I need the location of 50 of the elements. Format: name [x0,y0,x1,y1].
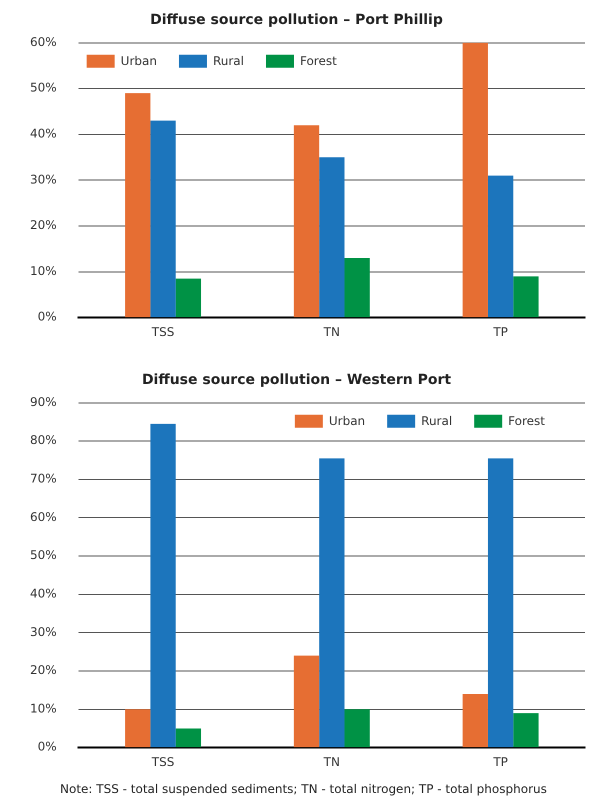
legend-label: Urban [120,54,157,68]
bar [294,656,320,748]
legend-label: Rural [421,414,452,428]
y-tick-label: 80% [30,433,57,448]
x-tick-label: TSS [150,324,174,339]
bar [513,713,539,748]
x-tick-label: TN [322,324,340,339]
y-tick-label: 50% [30,80,57,95]
bar [462,42,488,318]
bar [488,458,514,748]
text: Note: TSS - total suspended sediments; TN - total nitrogen; TP - total phosphorus [59,782,548,796]
y-tick-label: 50% [30,548,57,562]
chart-title: Diffuse source pollution – Western Port [142,372,452,388]
x-tick-label: TSS [150,754,174,769]
bar [488,176,514,318]
legend-label: Forest [300,54,338,68]
bar [344,258,370,318]
y-tick-label: 70% [30,472,57,486]
bar [513,276,539,318]
y-tick-label: 60% [30,510,57,524]
bar [150,120,176,318]
x-tick-label: TP [492,754,508,769]
y-tick-label: 40% [30,586,57,600]
y-tick-label: 90% [30,394,57,409]
y-tick-label: 30% [30,172,57,186]
y-tick-label: 0% [38,310,57,324]
bar [319,458,344,748]
y-tick-label: 30% [30,624,57,639]
bar [176,278,202,318]
legend-label: Forest [508,414,546,428]
chart-title: Diffuse source pollution – Port Phillip [150,12,443,28]
bar [344,709,370,748]
x-tick-label: TP [492,324,508,339]
bar [319,157,344,318]
bar [294,125,320,318]
bar [125,93,150,318]
y-tick-label: 0% [38,740,57,754]
y-tick-label: 40% [30,126,57,141]
y-tick-label: 10% [30,701,57,716]
bar [125,709,150,748]
bar [150,424,176,748]
y-tick-label: 20% [30,218,57,232]
x-tick-label: TN [322,754,340,769]
y-tick-label: 20% [30,663,57,678]
bar [462,694,488,748]
legend-label: Rural [212,54,244,68]
y-tick-label: 60% [30,34,57,49]
y-tick-label: 10% [30,264,57,278]
bar [176,728,202,748]
legend-label: Urban [328,414,366,428]
